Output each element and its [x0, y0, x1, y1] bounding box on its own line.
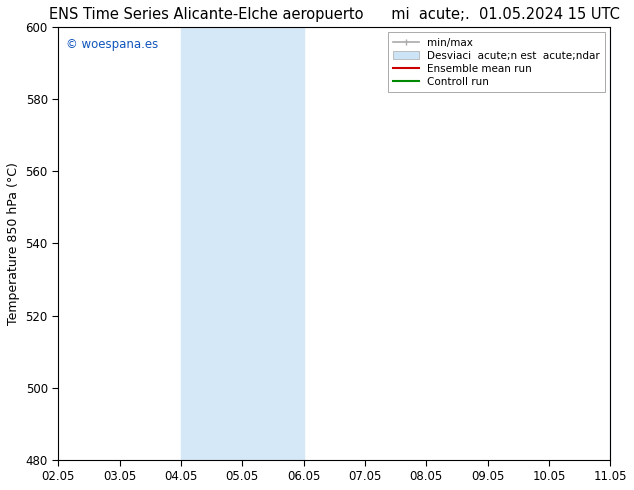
Title: ENS Time Series Alicante-Elche aeropuerto      mi  acute;.  01.05.2024 15 UTC: ENS Time Series Alicante-Elche aeropuert…	[49, 7, 619, 22]
Legend: min/max, Desviaci  acute;n est  acute;ndar, Ensemble mean run, Controll run: min/max, Desviaci acute;n est acute;ndar…	[387, 32, 605, 92]
Bar	[611, 27, 634, 460]
Text: © woespana.es: © woespana.es	[67, 38, 158, 51]
Y-axis label: Temperature 850 hPa (°C): Temperature 850 hPa (°C)	[7, 162, 20, 325]
Bar	[181, 27, 304, 460]
